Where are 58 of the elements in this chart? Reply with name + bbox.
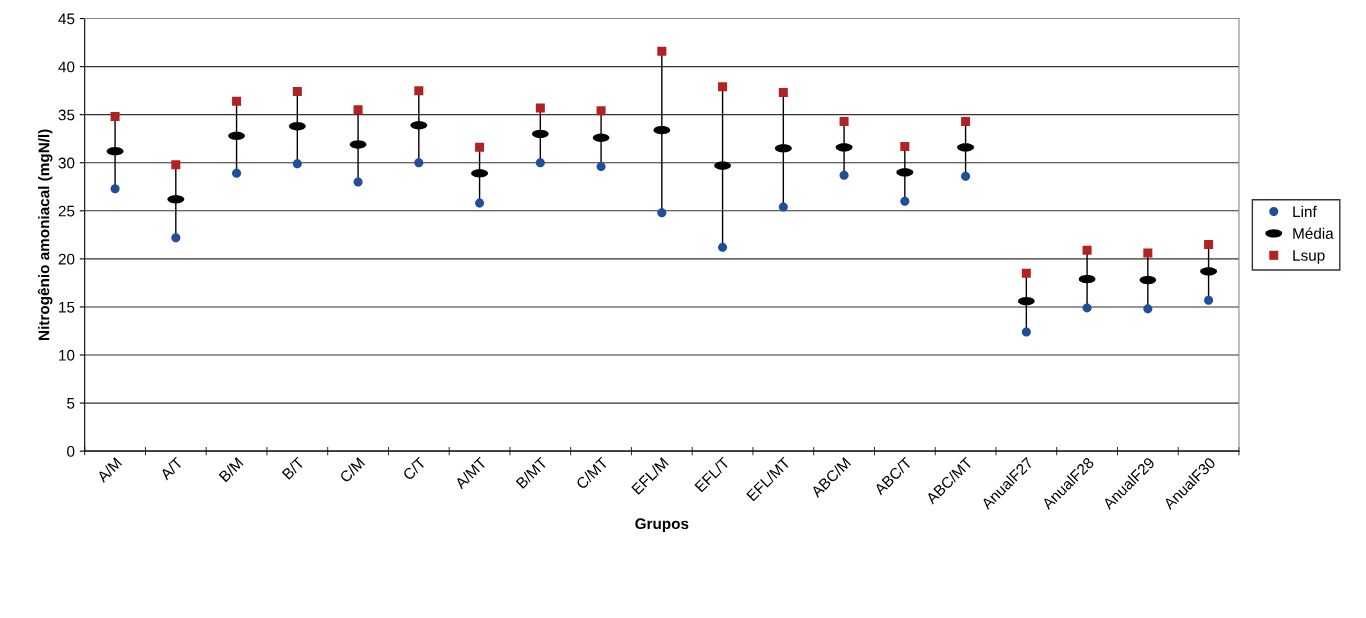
point xyxy=(839,116,849,126)
point xyxy=(353,105,363,115)
point xyxy=(657,46,667,56)
point xyxy=(900,141,910,151)
x-tick-label: C/M xyxy=(338,456,366,484)
point xyxy=(1143,248,1153,258)
y-tick-label: 5 xyxy=(67,398,75,409)
y-axis-title: Nitrogênio amoniacal (mgN/l) xyxy=(37,129,53,340)
point xyxy=(596,162,606,172)
point xyxy=(778,88,788,98)
point xyxy=(475,198,485,208)
point xyxy=(1021,268,1031,278)
legend-label: Lsup xyxy=(1293,250,1325,264)
y-tick-label: 30 xyxy=(58,157,75,169)
point xyxy=(110,184,120,194)
point xyxy=(1204,295,1214,305)
point xyxy=(353,177,363,187)
point xyxy=(414,86,424,96)
point xyxy=(1082,303,1092,313)
point xyxy=(1082,245,1092,255)
point xyxy=(1204,239,1214,249)
point xyxy=(292,159,302,169)
x-tick-label: B/T xyxy=(281,456,306,480)
legend-label: Linf xyxy=(1293,205,1317,217)
y-tick-label: 25 xyxy=(58,205,75,217)
legend-label: Média xyxy=(1293,227,1334,239)
point xyxy=(171,233,181,243)
point xyxy=(657,208,667,218)
y-tick-label: 15 xyxy=(59,301,75,313)
point xyxy=(1021,327,1031,337)
y-tick-label: 0 xyxy=(67,446,75,457)
point xyxy=(475,142,485,152)
y-tick-label: 45 xyxy=(58,13,75,25)
y-tick-label: 10 xyxy=(59,349,75,361)
x-tick-label: B/M xyxy=(218,456,244,483)
point xyxy=(961,116,971,126)
y-tick-label: 40 xyxy=(58,61,75,73)
point xyxy=(596,106,606,116)
point xyxy=(414,158,424,168)
x-tick-label: A/T xyxy=(159,456,184,481)
point xyxy=(535,103,545,113)
point xyxy=(1143,304,1153,314)
point xyxy=(110,112,120,122)
point xyxy=(535,158,545,168)
point xyxy=(778,202,788,212)
point xyxy=(718,82,728,92)
x-axis-title: Grupos xyxy=(635,518,689,533)
y-tick-label: 20 xyxy=(58,253,75,265)
y-tick-label: 35 xyxy=(58,109,75,121)
point xyxy=(171,160,181,170)
x-tick-label: C/T xyxy=(401,456,427,481)
point xyxy=(232,168,242,178)
point xyxy=(232,96,242,106)
point xyxy=(839,170,849,180)
point xyxy=(292,87,302,97)
point xyxy=(718,242,728,252)
point xyxy=(900,196,910,206)
point xyxy=(961,171,971,181)
